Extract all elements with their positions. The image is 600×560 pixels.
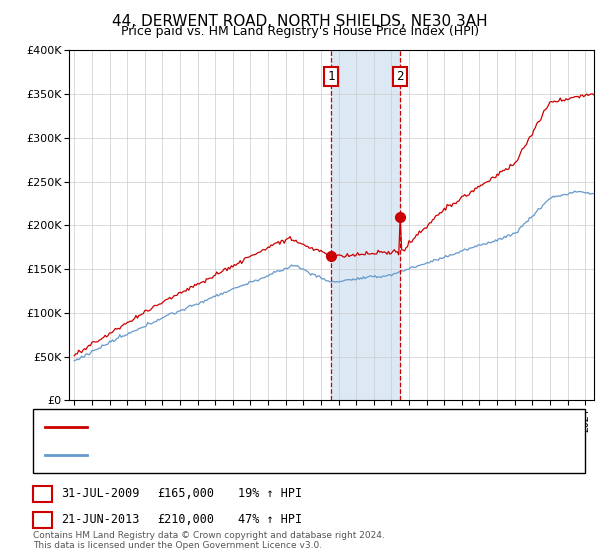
- Text: 1: 1: [39, 487, 46, 501]
- Text: Contains HM Land Registry data © Crown copyright and database right 2024.
This d: Contains HM Land Registry data © Crown c…: [33, 530, 385, 550]
- Text: 19% ↑ HPI: 19% ↑ HPI: [238, 487, 302, 501]
- Text: 1: 1: [328, 70, 335, 83]
- Text: HPI: Average price, semi-detached house, North Tyneside: HPI: Average price, semi-detached house,…: [93, 450, 437, 460]
- Text: Price paid vs. HM Land Registry's House Price Index (HPI): Price paid vs. HM Land Registry's House …: [121, 25, 479, 38]
- Text: 2: 2: [396, 70, 403, 83]
- Text: 44, DERWENT ROAD, NORTH SHIELDS, NE30 3AH: 44, DERWENT ROAD, NORTH SHIELDS, NE30 3A…: [112, 14, 488, 29]
- Text: £210,000: £210,000: [157, 513, 214, 526]
- Text: 21-JUN-2013: 21-JUN-2013: [61, 513, 140, 526]
- Text: 31-JUL-2009: 31-JUL-2009: [61, 487, 140, 501]
- Text: 2: 2: [39, 513, 46, 526]
- Bar: [331, 50, 400, 400]
- Text: 47% ↑ HPI: 47% ↑ HPI: [238, 513, 302, 526]
- Text: £165,000: £165,000: [157, 487, 214, 501]
- Text: 44, DERWENT ROAD, NORTH SHIELDS, NE30 3AH (semi-detached house): 44, DERWENT ROAD, NORTH SHIELDS, NE30 3A…: [93, 422, 487, 432]
